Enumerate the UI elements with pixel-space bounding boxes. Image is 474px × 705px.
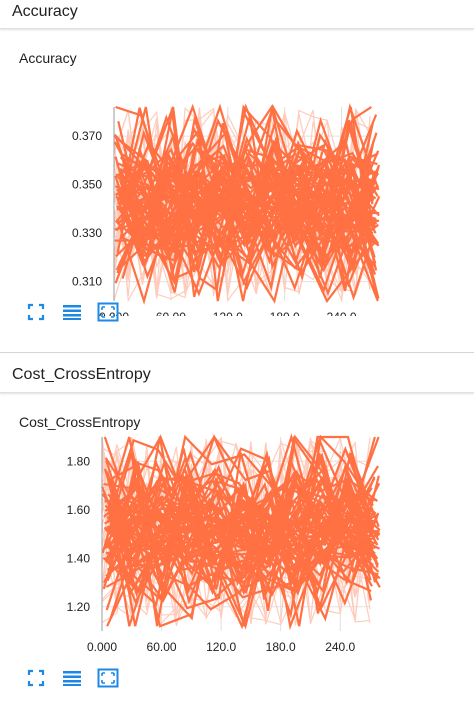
y-tick-label: 0.370 bbox=[72, 129, 102, 143]
expand-icon[interactable] bbox=[25, 301, 47, 323]
series-line bbox=[103, 478, 381, 622]
series-line bbox=[122, 181, 379, 252]
series-line bbox=[118, 106, 374, 275]
x-tick-label: 60.00 bbox=[156, 310, 186, 316]
expand-icon[interactable] bbox=[25, 667, 47, 689]
series-line bbox=[120, 127, 379, 302]
fit-domain-icon[interactable] bbox=[97, 301, 119, 323]
series-line bbox=[120, 102, 380, 270]
series-line bbox=[116, 163, 374, 263]
series-line bbox=[105, 489, 373, 603]
series-line bbox=[103, 486, 372, 567]
section-header-cost[interactable]: Cost_CrossEntropy bbox=[0, 353, 474, 393]
series-line bbox=[110, 484, 376, 555]
series-line bbox=[110, 493, 379, 571]
y-tick-label: 1.60 bbox=[67, 503, 91, 517]
card-title: Accuracy bbox=[19, 50, 77, 66]
section-header-accuracy[interactable]: Accuracy bbox=[0, 0, 474, 29]
card-title: Cost_CrossEntropy bbox=[19, 414, 141, 430]
series-line bbox=[104, 480, 381, 631]
y-tick-label: 0.330 bbox=[72, 226, 102, 240]
fit-domain-icon[interactable] bbox=[97, 667, 119, 689]
series-line bbox=[104, 452, 373, 579]
y-tick-label: 1.80 bbox=[67, 454, 91, 468]
cost-section: Cost_CrossEntropy Cost_CrossEntropy 1.20… bbox=[0, 352, 474, 705]
series-line bbox=[122, 163, 377, 268]
series-line bbox=[119, 153, 376, 282]
accuracy-chart[interactable]: 0.310 0.330 0.350 0.370 0.000 60.00 120.0 180.0… bbox=[0, 71, 474, 316]
series-lines bbox=[113, 102, 381, 305]
y-tick-label: 1.20 bbox=[67, 600, 91, 614]
y-tick-label: 0.310 bbox=[72, 275, 102, 289]
x-tick-label: 180.0 bbox=[270, 310, 300, 316]
series-line bbox=[118, 106, 377, 302]
x-tick-label: 180.0 bbox=[266, 640, 296, 654]
series-line bbox=[105, 478, 377, 593]
series-line-faint bbox=[113, 113, 371, 298]
x-tick-label: 60.00 bbox=[147, 640, 177, 654]
x-tick-label: 0.000 bbox=[99, 310, 129, 316]
series-line bbox=[106, 459, 376, 559]
cost-card: Cost_CrossEntropy 1.20 1.40 1.60 1.80 0.000 6… bbox=[0, 393, 474, 703]
series-line bbox=[115, 103, 380, 258]
chart-toolbar bbox=[25, 667, 119, 689]
chart-toolbar bbox=[25, 301, 119, 323]
y-tick-label: 0.350 bbox=[72, 178, 102, 192]
accuracy-card: Accuracy 0.310 0.330 0.350 0.370 0.000 60.00 1… bbox=[0, 29, 474, 349]
x-tick-label: 240.0 bbox=[325, 640, 355, 654]
list-icon[interactable] bbox=[61, 667, 83, 689]
series-line bbox=[107, 461, 378, 598]
series-line bbox=[122, 145, 372, 254]
x-tick-label: 240.0 bbox=[327, 310, 357, 316]
series-line bbox=[120, 141, 375, 297]
series-line bbox=[103, 434, 380, 586]
list-icon[interactable] bbox=[61, 301, 83, 323]
y-tick-label: 1.40 bbox=[67, 551, 91, 565]
x-tick-label: 120.0 bbox=[206, 640, 236, 654]
x-tick-label: 0.000 bbox=[87, 640, 117, 654]
accuracy-section: Accuracy Accuracy 0.3100.3300.3500.3700.… bbox=[0, 0, 474, 352]
x-tick-label: 120.0 bbox=[213, 310, 243, 316]
series-line bbox=[104, 481, 377, 594]
series-lines bbox=[101, 433, 381, 631]
cost-chart[interactable]: 1.20 1.40 1.60 1.80 0.000 60.00 120.0 180.0 240.… bbox=[0, 433, 474, 663]
